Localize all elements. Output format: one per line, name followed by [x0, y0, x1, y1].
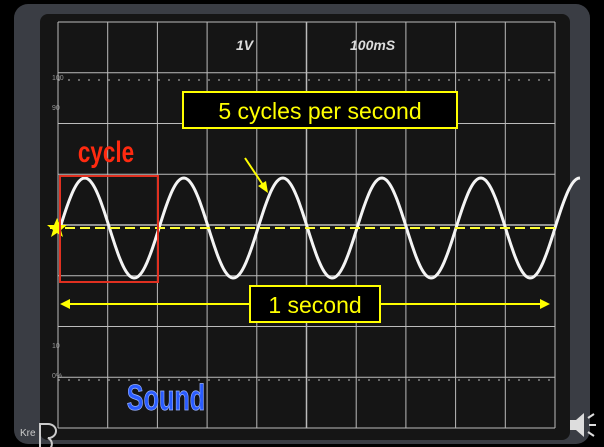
speaker-icon: [570, 413, 596, 437]
footer: Kre: [20, 428, 36, 439]
frequency-label: 5 cycles per second: [218, 98, 421, 124]
duration-label: 1 second: [268, 292, 361, 318]
topic-label: Sound: [127, 378, 205, 419]
arrow: [244, 157, 266, 189]
scale-label: 90: [52, 105, 60, 112]
star: [47, 218, 67, 237]
cycle-label: cycle: [78, 135, 134, 169]
scale-label: 10: [52, 343, 60, 350]
frequency-box: [182, 91, 458, 129]
arrow-head: [258, 181, 268, 193]
cycle-box: [59, 175, 159, 283]
volts-label: 1V: [236, 37, 255, 53]
arrow-head: [540, 299, 550, 309]
time-label: 100mS: [350, 37, 396, 53]
scale-label: 0%: [52, 373, 62, 380]
scale-label: 100: [52, 75, 64, 82]
logo: [39, 423, 57, 447]
sine-wave: [58, 176, 581, 280]
arrow-head: [60, 299, 70, 309]
duration-box: [249, 285, 381, 323]
